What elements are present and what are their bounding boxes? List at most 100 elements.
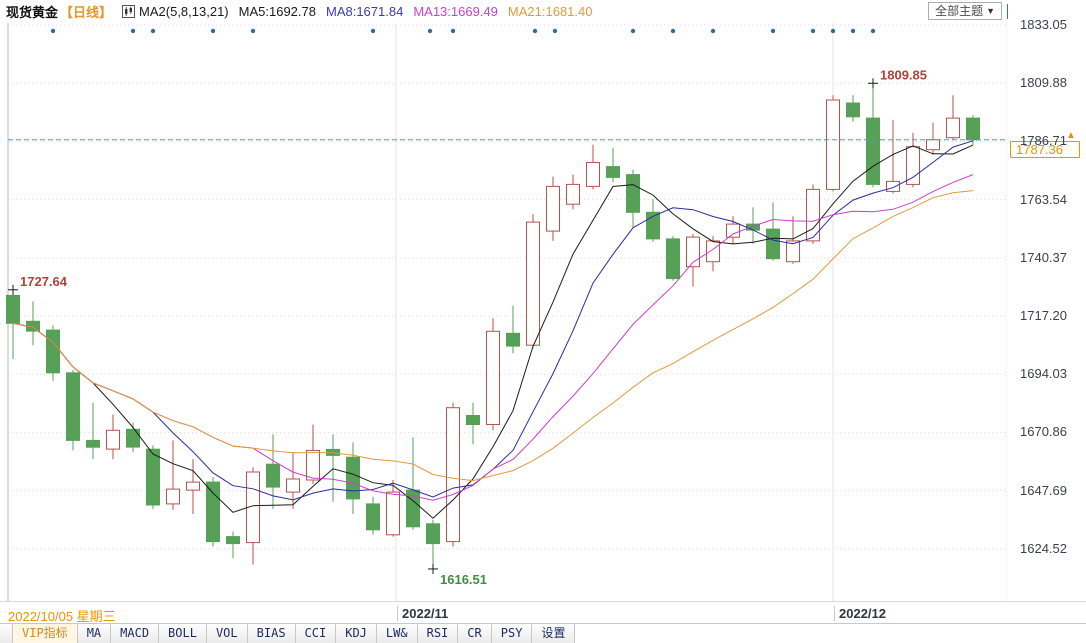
tab-MACD[interactable]: MACD	[111, 624, 160, 643]
candle-body	[466, 415, 480, 425]
event-dot-icon	[830, 28, 836, 34]
event-dot-icon	[427, 28, 433, 34]
candle-body	[186, 481, 200, 491]
candle-body	[446, 407, 460, 543]
candle-body	[786, 240, 800, 263]
event-dot-icon	[810, 28, 816, 34]
candle-body	[946, 117, 960, 139]
kline-icon	[122, 5, 136, 18]
candle-body	[66, 372, 80, 441]
event-dot-icon	[130, 28, 136, 34]
symbol-name: 现货黄金	[6, 5, 59, 20]
candle-body	[206, 481, 220, 543]
tab-MA[interactable]: MA	[77, 624, 112, 643]
time-axis: 2022/10/05 星期三 2022/11 2022/12	[0, 601, 1086, 624]
y-axis-tick-label: 1694.03	[1020, 366, 1067, 382]
candle-body	[606, 166, 620, 178]
candle-body	[6, 294, 20, 324]
candle-body	[226, 536, 240, 545]
tab-KDJ[interactable]: KDJ	[336, 624, 377, 643]
tab-VOL[interactable]: VOL	[206, 624, 248, 643]
candle-body	[366, 503, 380, 531]
ma21-line	[12, 190, 974, 482]
price-up-arrow-icon: ▲	[1066, 129, 1076, 141]
y-axis-tick-label: 1833.05	[1020, 17, 1067, 32]
tab-BOLL[interactable]: BOLL	[159, 624, 207, 643]
theme-dropdown-label: 全部主题	[935, 4, 984, 18]
candle-body	[386, 491, 400, 536]
y-axis-tick-label: 1786.71	[1020, 133, 1067, 149]
extreme-price-label: 1616.51	[440, 572, 487, 587]
price-axis: ▲ 1787.36 1833.05 1809.88 1786.71 1763.54 17…	[1008, 0, 1086, 601]
candle-body	[846, 102, 860, 118]
candle-body	[686, 236, 700, 268]
tab-PSY[interactable]: PSY	[491, 624, 533, 643]
tab-RSI[interactable]: RSI	[417, 624, 459, 643]
month-label: 2022/11	[397, 606, 448, 621]
y-axis-tick-label: 1809.88	[1020, 75, 1067, 91]
tab-CCI[interactable]: CCI	[295, 624, 337, 643]
candle-body	[506, 332, 520, 347]
candle-body	[826, 99, 840, 190]
candle-body	[46, 329, 60, 374]
event-dot-icon	[532, 28, 538, 34]
extreme-price-label: 1727.64	[20, 274, 68, 289]
tab-VIP指标[interactable]: VIP指标	[13, 624, 78, 643]
candle-body	[806, 188, 820, 242]
candle-body	[426, 523, 440, 545]
candle-body	[126, 428, 140, 448]
event-dot-icon	[710, 28, 716, 34]
event-dot-icon	[630, 28, 636, 34]
event-dot-icon	[150, 28, 156, 34]
ma-value-label: MA13:1669.49	[413, 4, 498, 19]
event-dot-icon	[370, 28, 376, 34]
tab-设置[interactable]: 设置	[532, 624, 576, 643]
current-price-label: 1787.36	[1010, 140, 1080, 158]
ma-value-label: MA21:1681.40	[507, 4, 593, 19]
event-dot-icon	[552, 28, 558, 34]
candle-body	[286, 478, 300, 493]
price-annotations: 1727.64 1809.85 1616.51	[8, 67, 927, 587]
event-dot-icon	[870, 28, 876, 34]
ma-settings-label: MA2(5,8,13,21)	[139, 4, 229, 19]
candle-body	[666, 238, 680, 280]
candle-body	[566, 183, 580, 205]
indicator-tab-bar: VIP指标 MA MACD BOLL VOL BIAS CCI KDJ LW& RSI CR PSY 设…	[0, 623, 1086, 643]
event-dot-icon	[210, 28, 216, 34]
ma-values: MA5:1692.78 MA8:1671.84 MA13:1669.49 MA21:1…	[229, 4, 593, 19]
candle-body	[586, 162, 600, 187]
tab-LW&[interactable]: LW&	[376, 624, 418, 643]
candle-body	[726, 223, 740, 238]
period-label: 【日线】	[60, 5, 113, 20]
theme-dropdown-button[interactable]: 全部主题 ▼	[928, 2, 1002, 20]
event-dot-icon	[670, 28, 676, 34]
candle-series	[6, 83, 980, 569]
candle-body	[866, 117, 880, 185]
event-markers[interactable]	[50, 28, 876, 34]
ma-value-label: MA5:1692.78	[238, 4, 316, 19]
dropdown-caret-icon: ▼	[986, 6, 995, 16]
crosshair-date-label: 2022/10/05 星期三	[8, 609, 116, 624]
candlestick-chart[interactable]: 1727.64 1809.85 1616.51	[0, 23, 1008, 601]
candle-body	[966, 117, 980, 141]
candle-body	[926, 139, 940, 151]
candle-body	[626, 174, 640, 213]
y-axis-tick-label: 1670.86	[1020, 424, 1067, 440]
event-dot-icon	[50, 28, 56, 34]
candle-body	[486, 330, 500, 425]
event-dot-icon	[250, 28, 256, 34]
candle-body	[146, 448, 160, 506]
chart-header: 现货黄金 【日线】 MA2(5,8,13,21) MA5:1692.78 MA8:…	[0, 0, 1086, 23]
candle-body	[546, 185, 560, 232]
tab-clipped[interactable]	[0, 624, 13, 643]
ma-lines	[12, 140, 974, 519]
y-axis-tick-label: 1647.69	[1020, 482, 1067, 498]
y-axis-tick-label: 1624.52	[1020, 540, 1067, 556]
y-axis-tick-label: 1763.54	[1020, 191, 1067, 207]
event-dot-icon	[850, 28, 856, 34]
candle-body	[166, 488, 180, 505]
ma5-line	[12, 144, 974, 519]
tab-BIAS[interactable]: BIAS	[247, 624, 296, 643]
tab-CR[interactable]: CR	[458, 624, 492, 643]
